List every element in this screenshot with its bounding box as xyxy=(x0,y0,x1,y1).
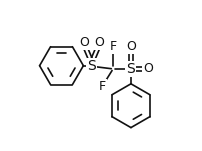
Text: F: F xyxy=(109,40,116,53)
Text: O: O xyxy=(143,62,153,75)
Text: S: S xyxy=(87,59,96,73)
Text: O: O xyxy=(125,40,135,53)
Text: F: F xyxy=(98,80,105,93)
Text: O: O xyxy=(79,36,89,49)
Text: S: S xyxy=(126,62,135,76)
Text: O: O xyxy=(94,36,104,49)
